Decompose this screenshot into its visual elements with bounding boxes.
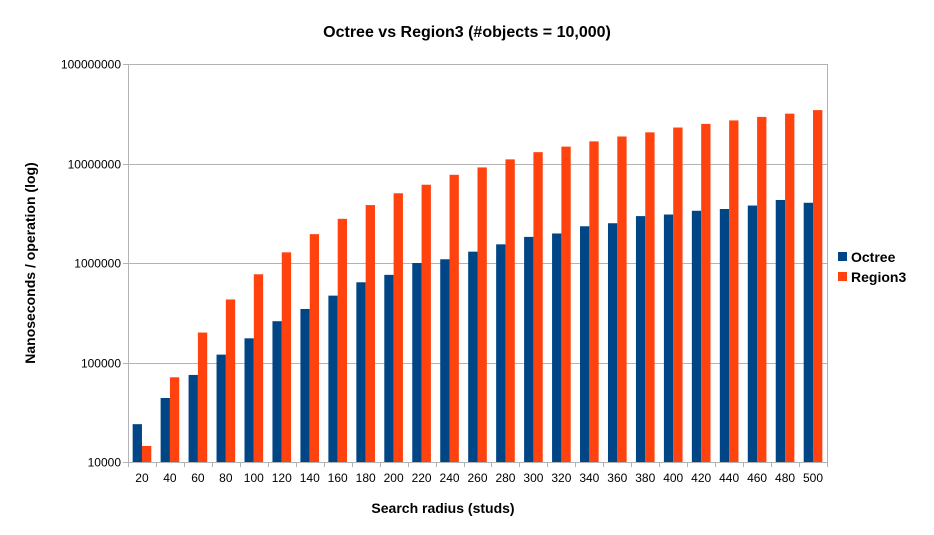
x-tick-labels: 20 40 60 80 100 120 140 160 180 200 220 240 260 280 30… <box>135 471 823 485</box>
x-tick-label: 40 <box>163 471 177 485</box>
bar-octree <box>440 259 450 462</box>
legend: Octree Region3 <box>838 249 906 285</box>
x-tick-label: 60 <box>191 471 205 485</box>
chart-title: Octree vs Region3 (#objects = 10,000) <box>323 24 611 41</box>
y-tick-label: 100000000 <box>61 58 121 72</box>
y-tick-label: 100000 <box>81 357 121 371</box>
bar-region3 <box>281 252 292 462</box>
x-tick-label: 380 <box>635 471 655 485</box>
x-tick-label: 500 <box>803 471 823 485</box>
bar-octree <box>160 397 170 462</box>
bars <box>132 110 823 463</box>
axes <box>123 64 828 467</box>
x-tick-label: 360 <box>607 471 627 485</box>
bar-region3 <box>337 218 348 462</box>
bar-octree <box>188 374 198 462</box>
x-tick-label: 80 <box>219 471 233 485</box>
bar-region3 <box>701 123 711 463</box>
bar-region3 <box>785 113 795 462</box>
y-tick-label: 10000000 <box>68 158 122 172</box>
x-tick-label: 120 <box>272 471 292 485</box>
x-tick-label: 460 <box>747 471 767 485</box>
y-axis-title: Nanoseconds / operation (log) <box>22 162 38 363</box>
bar-region3 <box>169 377 180 462</box>
bar-octree <box>719 208 730 462</box>
legend-label-region3: Region3 <box>851 269 906 285</box>
bar-region3 <box>673 127 683 462</box>
bar-octree <box>328 295 338 462</box>
x-axis-title: Search radius (studs) <box>371 500 514 516</box>
x-tick-label: 480 <box>775 471 795 485</box>
bar-region3 <box>813 110 823 463</box>
y-tick-label: 10000 <box>88 456 122 470</box>
y-tick-labels: 10000 100000 1000000 10000000 100000000 <box>61 58 121 470</box>
x-tick-label: 280 <box>495 471 515 485</box>
bar-octree <box>691 210 702 462</box>
legend-swatch-octree <box>838 252 847 261</box>
bar-octree <box>635 216 646 462</box>
bar-region3 <box>449 174 459 463</box>
bar-octree <box>412 263 422 462</box>
bar-octree <box>216 354 226 462</box>
bar-region3 <box>141 445 152 462</box>
x-tick-label: 400 <box>663 471 683 485</box>
bar-region3 <box>589 141 599 462</box>
x-tick-label: 340 <box>579 471 599 485</box>
bar-octree <box>300 308 310 462</box>
bar-region3 <box>645 132 655 462</box>
bar-region3 <box>617 136 627 462</box>
x-tick-label: 300 <box>523 471 543 485</box>
x-tick-label: 420 <box>691 471 711 485</box>
bar-octree <box>663 214 674 462</box>
bar-region3 <box>421 184 431 462</box>
bar-region3 <box>197 332 208 462</box>
bar-octree <box>524 236 534 462</box>
bar-octree <box>468 251 478 462</box>
bar-octree <box>356 282 366 462</box>
x-tick-label: 160 <box>328 471 348 485</box>
x-tick-label: 260 <box>467 471 487 485</box>
bar-octree <box>607 223 618 462</box>
y-tick-label: 1000000 <box>74 257 121 271</box>
bar-octree <box>775 199 786 462</box>
bar-octree <box>580 226 590 462</box>
bar-region3 <box>757 116 767 463</box>
x-tick-label: 240 <box>440 471 460 485</box>
bar-octree <box>272 321 282 462</box>
bar-region3 <box>309 234 320 462</box>
x-tick-label: 20 <box>135 471 149 485</box>
bar-region3 <box>505 159 515 462</box>
x-tick-label: 200 <box>384 471 404 485</box>
bar-region3 <box>253 274 264 462</box>
legend-swatch-region3 <box>838 272 847 281</box>
legend-label-octree: Octree <box>851 249 896 265</box>
bar-region3 <box>365 205 375 462</box>
x-tick-label: 100 <box>244 471 264 485</box>
x-tick-label: 140 <box>300 471 320 485</box>
bar-region3 <box>225 299 236 462</box>
x-tick-label: 320 <box>551 471 571 485</box>
x-tick-label: 440 <box>719 471 739 485</box>
bar-octree <box>803 202 814 462</box>
bar-region3 <box>729 120 739 463</box>
bar-region3 <box>393 193 403 462</box>
bar-region3 <box>561 146 571 462</box>
bar-region3 <box>477 167 487 462</box>
bar-octree <box>552 233 562 462</box>
bar-region3 <box>533 152 543 462</box>
bar-octree <box>132 424 142 462</box>
x-tick-label: 180 <box>356 471 376 485</box>
bar-octree <box>384 274 394 462</box>
bar-octree <box>244 338 254 462</box>
bar-octree <box>747 205 758 463</box>
bar-octree <box>496 244 506 462</box>
x-tick-label: 220 <box>412 471 432 485</box>
